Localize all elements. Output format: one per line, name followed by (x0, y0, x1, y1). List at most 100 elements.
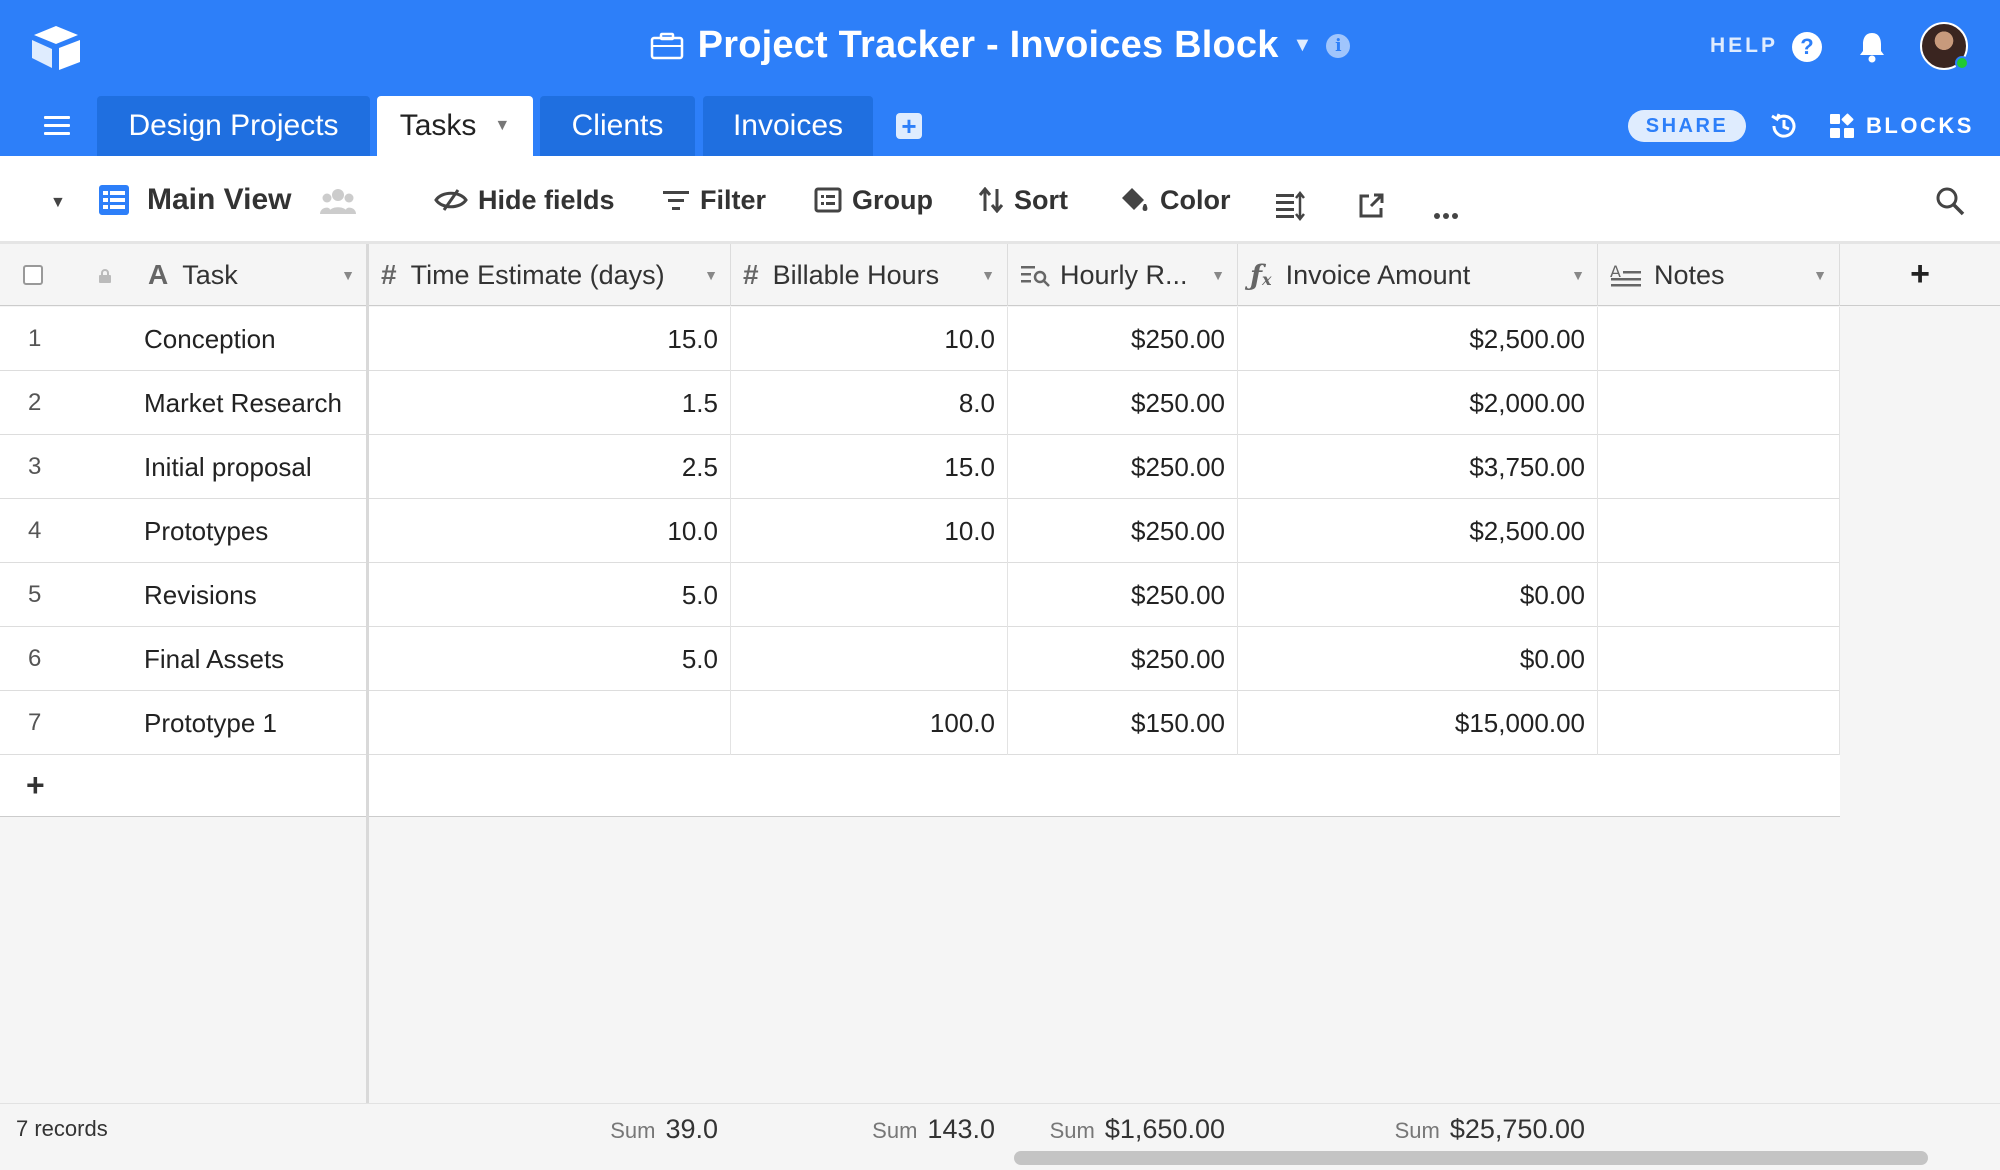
chevron-down-icon[interactable]: ▼ (341, 267, 355, 283)
row-number[interactable]: 7 (0, 691, 134, 755)
table-row[interactable]: 1 Conception 15.0 10.0 $250.00 $2,500.00 (0, 307, 1840, 371)
cell-billable-hours[interactable]: 10.0 (731, 307, 1008, 371)
chevron-down-icon[interactable]: ▼ (981, 267, 995, 283)
chevron-down-icon[interactable]: ▼ (1211, 267, 1225, 283)
sum-invoice-amount[interactable]: Sum $25,750.00 (1238, 1114, 1585, 1145)
search-icon[interactable] (1935, 186, 1965, 216)
cell-invoice-amount[interactable]: $2,000.00 (1238, 371, 1598, 435)
cell-time-estimate[interactable] (369, 691, 731, 755)
hamburger-menu-icon[interactable] (44, 116, 70, 136)
cell-task[interactable]: Final Assets (134, 627, 367, 691)
table-row[interactable]: 6 Final Assets 5.0 $250.00 $0.00 (0, 627, 1840, 691)
tab-tasks[interactable]: Tasks ▼ (377, 96, 533, 156)
frozen-column-divider[interactable] (366, 244, 369, 1170)
field-header-billable-hours[interactable]: # Billable Hours ▼ (731, 244, 1008, 306)
cell-invoice-amount[interactable]: $0.00 (1238, 627, 1598, 691)
share-view-icon[interactable] (1357, 186, 1385, 226)
cell-hourly-rate[interactable]: $250.00 (1008, 499, 1238, 563)
field-header-hourly-rate[interactable]: Hourly R... ▼ (1008, 244, 1238, 306)
table-row[interactable]: 7 Prototype 1 100.0 $150.00 $15,000.00 (0, 691, 1840, 755)
row-number[interactable]: 3 (0, 435, 134, 499)
cell-hourly-rate[interactable]: $250.00 (1008, 563, 1238, 627)
cell-invoice-amount[interactable]: $0.00 (1238, 563, 1598, 627)
view-switcher-caret-icon[interactable]: ▼ (50, 194, 66, 212)
chevron-down-icon[interactable]: ▼ (494, 117, 510, 135)
cell-hourly-rate[interactable]: $250.00 (1008, 371, 1238, 435)
cell-billable-hours[interactable] (731, 563, 1008, 627)
cell-task[interactable]: Conception (134, 307, 367, 371)
cell-invoice-amount[interactable]: $3,750.00 (1238, 435, 1598, 499)
cell-notes[interactable] (1598, 307, 1840, 371)
cell-hourly-rate[interactable]: $150.00 (1008, 691, 1238, 755)
collaborative-view-icon[interactable] (320, 186, 356, 216)
cell-time-estimate[interactable]: 10.0 (369, 499, 731, 563)
cell-time-estimate[interactable]: 5.0 (369, 627, 731, 691)
share-button[interactable]: SHARE (1628, 110, 1746, 142)
table-row[interactable]: 3 Initial proposal 2.5 15.0 $250.00 $3,750.00 (0, 435, 1840, 499)
row-height-icon[interactable] (1275, 186, 1305, 226)
row-number[interactable]: 4 (0, 499, 134, 563)
sort-button[interactable]: Sort (978, 180, 1068, 220)
filter-button[interactable]: Filter (662, 180, 766, 220)
add-record-row[interactable]: + (0, 755, 1840, 817)
sum-hourly-rate[interactable]: Sum $1,650.00 (1008, 1114, 1225, 1145)
row-number[interactable]: 2 (0, 371, 134, 435)
field-header-notes[interactable]: A Notes ▼ (1598, 244, 1840, 306)
cell-invoice-amount[interactable]: $2,500.00 (1238, 499, 1598, 563)
cell-billable-hours[interactable]: 100.0 (731, 691, 1008, 755)
cell-invoice-amount[interactable]: $2,500.00 (1238, 307, 1598, 371)
help-label[interactable]: HELP (1710, 34, 1778, 58)
cell-notes[interactable] (1598, 563, 1840, 627)
chevron-down-icon[interactable]: ▼ (1813, 267, 1827, 283)
field-header-task[interactable]: A Task ▼ (134, 244, 367, 306)
blocks-icon[interactable] (1828, 112, 1856, 140)
cell-task[interactable]: Prototype 1 (134, 691, 367, 755)
info-icon[interactable]: i (1326, 34, 1350, 58)
cell-billable-hours[interactable]: 15.0 (731, 435, 1008, 499)
color-button[interactable]: Color (1118, 180, 1231, 220)
sum-time-estimate[interactable]: Sum 39.0 (369, 1114, 718, 1145)
hide-fields-button[interactable]: Hide fields (434, 180, 615, 220)
cell-hourly-rate[interactable]: $250.00 (1008, 307, 1238, 371)
history-icon[interactable] (1768, 110, 1800, 142)
cell-hourly-rate[interactable]: $250.00 (1008, 627, 1238, 691)
cell-task[interactable]: Market Research (134, 371, 367, 435)
select-all-checkbox[interactable] (23, 265, 43, 285)
table-row[interactable]: 2 Market Research 1.5 8.0 $250.00 $2,000.00 (0, 371, 1840, 435)
cell-notes[interactable] (1598, 627, 1840, 691)
field-header-invoice-amount[interactable]: ƒx Invoice Amount ▼ (1238, 244, 1598, 306)
row-number[interactable]: 1 (0, 307, 134, 371)
blocks-button[interactable]: BLOCKS (1866, 113, 1974, 139)
cell-notes[interactable] (1598, 371, 1840, 435)
cell-task[interactable]: Revisions (134, 563, 367, 627)
row-number[interactable]: 5 (0, 563, 134, 627)
cell-billable-hours[interactable]: 8.0 (731, 371, 1008, 435)
add-field-button[interactable]: + (1840, 244, 2000, 306)
field-header-time-estimate[interactable]: # Time Estimate (days) ▼ (369, 244, 731, 306)
cell-billable-hours[interactable] (731, 627, 1008, 691)
base-title-text[interactable]: Project Tracker - Invoices Block (698, 24, 1279, 67)
view-name[interactable]: Main View (147, 183, 292, 217)
tab-clients[interactable]: Clients (540, 96, 695, 156)
add-record-icon[interactable]: + (26, 767, 45, 804)
chevron-down-icon[interactable]: ▼ (1293, 34, 1313, 57)
cell-notes[interactable] (1598, 435, 1840, 499)
horizontal-scrollbar[interactable] (1014, 1151, 1928, 1165)
help-icon[interactable]: ? (1792, 32, 1822, 62)
cell-billable-hours[interactable]: 10.0 (731, 499, 1008, 563)
table-row[interactable]: 4 Prototypes 10.0 10.0 $250.00 $2,500.00 (0, 499, 1840, 563)
notification-bell-icon[interactable] (1856, 30, 1888, 64)
chevron-down-icon[interactable]: ▼ (1571, 267, 1585, 283)
more-options-icon[interactable] (1433, 196, 1459, 236)
tab-design-projects[interactable]: Design Projects (97, 96, 370, 156)
cell-time-estimate[interactable]: 2.5 (369, 435, 731, 499)
cell-time-estimate[interactable]: 5.0 (369, 563, 731, 627)
cell-task[interactable]: Initial proposal (134, 435, 367, 499)
cell-notes[interactable] (1598, 691, 1840, 755)
cell-hourly-rate[interactable]: $250.00 (1008, 435, 1238, 499)
add-table-icon[interactable]: + (896, 113, 922, 139)
group-button[interactable]: Group (814, 180, 933, 220)
chevron-down-icon[interactable]: ▼ (704, 267, 718, 283)
tab-invoices[interactable]: Invoices (703, 96, 873, 156)
table-row[interactable]: 5 Revisions 5.0 $250.00 $0.00 (0, 563, 1840, 627)
